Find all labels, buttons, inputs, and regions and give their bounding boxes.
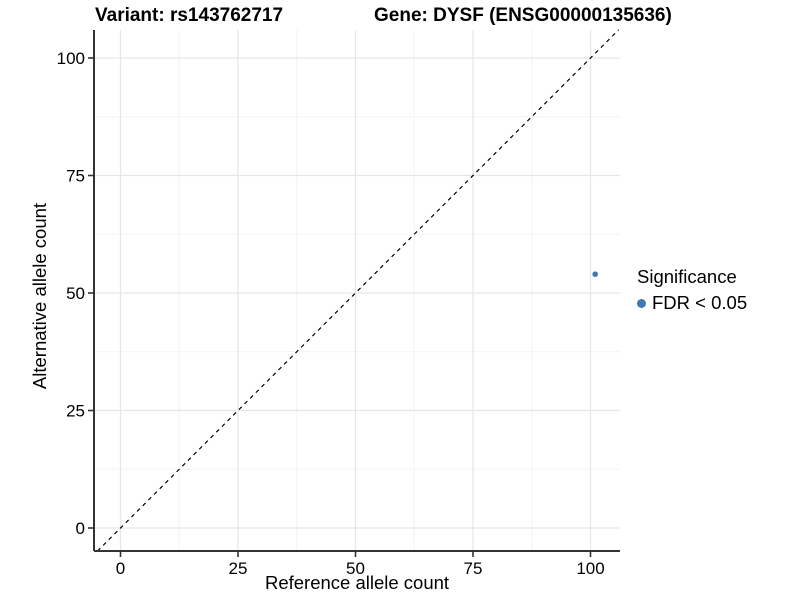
- x-tick-label: 50: [346, 559, 365, 578]
- x-axis-title: Reference allele count: [264, 572, 450, 593]
- plot-title-gene: Gene: DYSF (ENSG00000135636): [374, 5, 672, 26]
- plot-title-variant: Variant: rs143762717: [95, 5, 284, 26]
- y-tick-label: 75: [66, 167, 85, 186]
- y-tick-label: 25: [66, 402, 85, 421]
- y-tick-label: 0: [76, 519, 85, 538]
- x-tick-label: 100: [576, 559, 604, 578]
- legend-title: Significance: [637, 266, 737, 287]
- identity-dashed-line: [97, 29, 620, 552]
- x-tick-label: 75: [464, 559, 483, 578]
- legend-item-fdr: FDR < 0.05: [637, 292, 747, 314]
- y-axis-title: Alternative allele count: [29, 202, 50, 390]
- x-tick-label: 0: [116, 559, 125, 578]
- legend: Significance FDR < 0.05: [637, 266, 747, 314]
- legend-item-label: FDR < 0.05: [652, 292, 748, 313]
- x-tick-label: 25: [229, 559, 248, 578]
- y-tick-label: 100: [57, 49, 85, 68]
- y-tick-label: 50: [66, 284, 85, 303]
- legend-point-marker-icon: [637, 298, 646, 308]
- data-point: [592, 271, 598, 278]
